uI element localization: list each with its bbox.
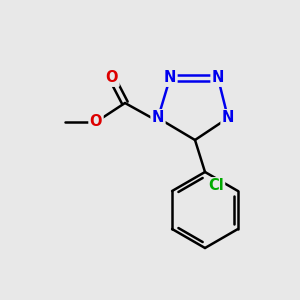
Text: Cl: Cl	[208, 178, 224, 194]
Text: N: N	[152, 110, 164, 125]
Text: O: O	[90, 115, 102, 130]
Text: O: O	[106, 70, 118, 86]
Text: N: N	[212, 70, 224, 86]
Text: N: N	[164, 70, 176, 86]
Text: N: N	[222, 110, 234, 125]
